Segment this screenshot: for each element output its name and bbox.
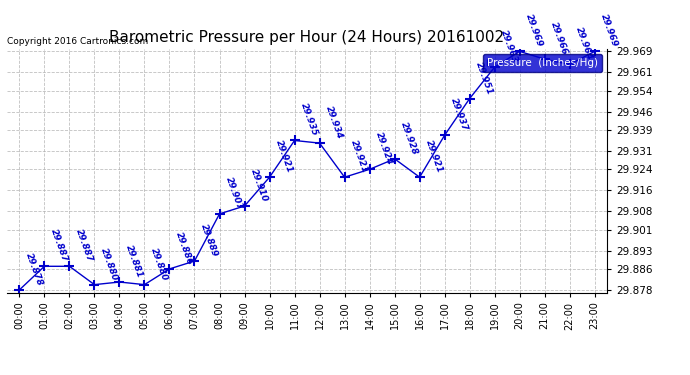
Text: 29.881: 29.881: [124, 244, 144, 279]
Text: 29.928: 29.928: [399, 120, 419, 156]
Text: 29.951: 29.951: [474, 60, 494, 96]
Text: 29.889: 29.889: [199, 223, 219, 258]
Text: 29.921: 29.921: [424, 139, 444, 174]
Text: 29.937: 29.937: [448, 97, 469, 132]
Text: 29.907: 29.907: [224, 176, 244, 211]
Text: 29.910: 29.910: [248, 168, 269, 203]
Text: 29.921: 29.921: [274, 139, 294, 174]
Text: 29.969: 29.969: [524, 13, 544, 49]
Text: 29.924: 29.924: [374, 131, 394, 166]
Text: 29.966: 29.966: [549, 21, 569, 57]
Text: 29.921: 29.921: [348, 139, 369, 174]
Text: 29.963: 29.963: [499, 29, 519, 64]
Text: 29.878: 29.878: [23, 252, 44, 287]
Text: 29.935: 29.935: [299, 102, 319, 138]
Text: 29.887: 29.887: [48, 228, 69, 264]
Title: Barometric Pressure per Hour (24 Hours) 20161002: Barometric Pressure per Hour (24 Hours) …: [110, 30, 504, 45]
Legend: Pressure  (Inches/Hg): Pressure (Inches/Hg): [483, 54, 602, 72]
Text: 29.880: 29.880: [99, 246, 119, 282]
Text: 29.887: 29.887: [74, 228, 94, 264]
Text: 29.934: 29.934: [324, 105, 344, 140]
Text: 29.880: 29.880: [148, 246, 169, 282]
Text: 29.886: 29.886: [174, 231, 194, 266]
Text: 29.964: 29.964: [574, 26, 594, 62]
Text: Copyright 2016 Cartronics.com: Copyright 2016 Cartronics.com: [7, 38, 148, 46]
Text: 29.969: 29.969: [599, 13, 619, 49]
